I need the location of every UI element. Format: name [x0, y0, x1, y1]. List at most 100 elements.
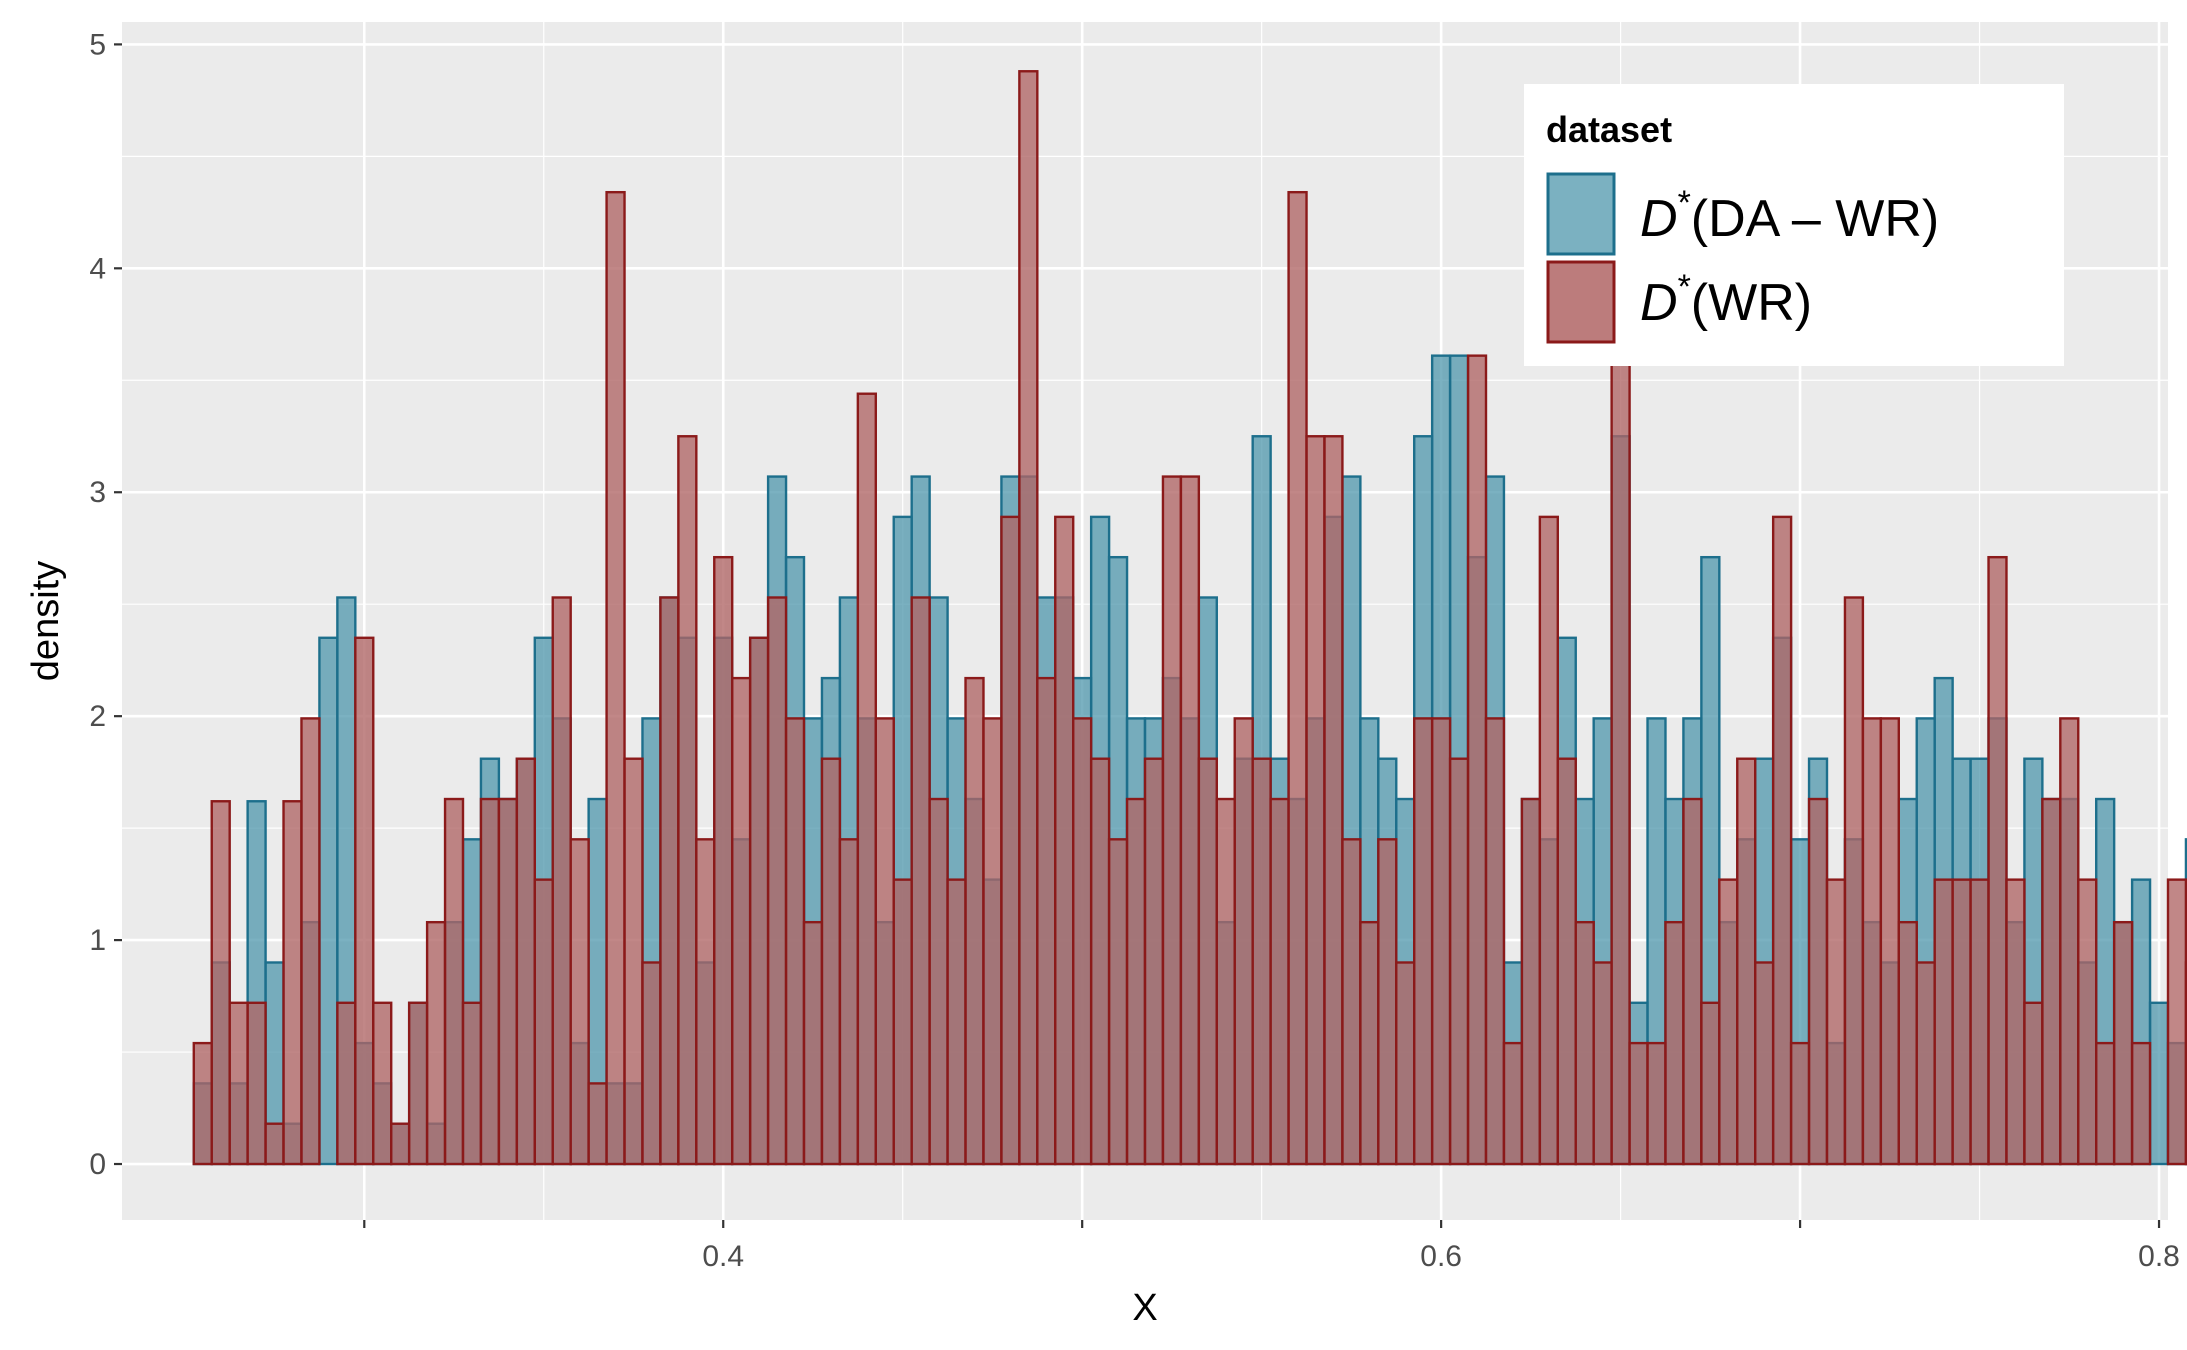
- histogram-bar: [533, 878, 554, 1166]
- histogram-bar: [1628, 1041, 1649, 1166]
- histogram-bar: [892, 878, 913, 1166]
- histogram-bar: [264, 1122, 285, 1166]
- histogram-bar: [282, 800, 303, 1166]
- histogram-bar: [1646, 1041, 1667, 1166]
- histogram-bar: [1395, 961, 1416, 1166]
- histogram-bar: [246, 1001, 267, 1166]
- histogram-bar: [2059, 717, 2080, 1166]
- y-tick-label: 4: [89, 252, 106, 285]
- histogram-bar: [1269, 797, 1290, 1166]
- histogram-bar: [1484, 717, 1506, 1166]
- histogram-bar: [1341, 838, 1362, 1166]
- histogram-bar: [1879, 717, 1900, 1166]
- histogram-bar: [228, 1001, 249, 1166]
- histogram-bar: [1843, 596, 1865, 1166]
- histogram-bar: [1179, 475, 1201, 1166]
- x-tick-label: 0.8: [2138, 1240, 2180, 1273]
- histogram-bar: [1072, 717, 1093, 1166]
- histogram-bar: [1251, 757, 1272, 1166]
- histogram-bar: [1969, 878, 1990, 1166]
- histogram-bar: [1915, 961, 1936, 1166]
- y-tick-label: 3: [89, 476, 106, 509]
- histogram-bar: [1448, 757, 1470, 1166]
- histogram-bar: [443, 797, 465, 1166]
- histogram-bar: [766, 596, 788, 1166]
- histogram-bar: [1054, 515, 1075, 1166]
- histogram-bar: [1592, 961, 1613, 1166]
- y-tick-label: 5: [89, 28, 106, 61]
- histogram-bar: [2184, 961, 2187, 1166]
- histogram-bar: [874, 717, 895, 1166]
- histogram-bar: [1771, 515, 1793, 1166]
- histogram-bar: [1574, 920, 1595, 1166]
- histogram-bar: [1036, 676, 1057, 1166]
- histogram-bar: [1987, 555, 2008, 1166]
- histogram-bar: [1538, 515, 1559, 1166]
- x-tick-label: 0.6: [1420, 1240, 1462, 1273]
- histogram-bar: [1520, 797, 1542, 1166]
- histogram-bar: [300, 717, 321, 1166]
- y-axis: 0 1 2 3 4 5: [89, 28, 122, 1181]
- histogram-bar: [1305, 435, 1326, 1166]
- histogram-bar: [407, 1001, 429, 1166]
- y-tick-label: 0: [89, 1148, 106, 1181]
- series-wr-bars: [192, 70, 2187, 1166]
- legend-label-da-wr: D*(DA – WR): [1640, 184, 1939, 248]
- histogram-bar: [1610, 354, 1631, 1166]
- legend-key-wr: [1546, 260, 1616, 344]
- histogram-bar: [1215, 797, 1236, 1166]
- histogram-bar: [1466, 354, 1488, 1166]
- histogram-bar: [551, 596, 572, 1166]
- histogram-bar: [1951, 878, 1972, 1166]
- histogram-bar: [2112, 920, 2134, 1166]
- x-tick-label: 0.4: [702, 1240, 744, 1273]
- histogram-bar: [641, 961, 662, 1166]
- histogram-bar: [784, 717, 806, 1166]
- histogram-bar: [1807, 797, 1829, 1166]
- histogram-bar: [677, 435, 698, 1166]
- histogram-bar: [2041, 797, 2062, 1166]
- histogram-bar: [1861, 717, 1883, 1166]
- histogram-bar: [1125, 797, 1147, 1166]
- histogram-bar: [731, 676, 752, 1166]
- histogram-bar: [802, 920, 824, 1166]
- y-axis-title: density: [25, 561, 67, 681]
- histogram-bar: [318, 636, 339, 1166]
- histogram-bar: [838, 838, 860, 1166]
- histogram-bar: [336, 1001, 357, 1166]
- histogram-bar: [2005, 878, 2026, 1166]
- y-tick-label: 1: [89, 924, 106, 957]
- histogram-bar: [1000, 515, 1021, 1166]
- histogram-bar: [659, 596, 680, 1166]
- histogram-bar: [210, 800, 231, 1166]
- histogram-bar: [1377, 838, 1398, 1166]
- histogram-bar: [1825, 878, 1847, 1166]
- x-axis: 0.4 0.6 0.8: [363, 1220, 2180, 1273]
- x-axis-title: X: [1132, 1287, 1157, 1329]
- histogram-bar: [928, 797, 949, 1166]
- histogram-bar: [964, 676, 985, 1166]
- histogram-bar: [1287, 190, 1308, 1166]
- legend-label-wr: D*(WR): [1640, 268, 1812, 332]
- histogram-bar: [2148, 1001, 2170, 1166]
- histogram-bar: [910, 596, 931, 1166]
- histogram-bar: [982, 717, 1003, 1166]
- histogram-bar: [1430, 717, 1452, 1166]
- histogram-bar: [1018, 70, 1039, 1166]
- histogram-bar: [515, 757, 536, 1166]
- histogram-bar: [479, 797, 501, 1166]
- histogram-bar: [1323, 435, 1344, 1166]
- histogram-bar: [425, 920, 447, 1166]
- histogram-bar: [1897, 920, 1918, 1166]
- histogram-bar: [1754, 961, 1775, 1166]
- histogram-bar: [2077, 878, 2098, 1166]
- histogram-bar: [1233, 717, 1254, 1166]
- histogram-bar: [695, 838, 716, 1166]
- histogram-bar: [946, 878, 967, 1166]
- histogram-bar: [2023, 1001, 2044, 1166]
- histogram-bar: [1718, 878, 1739, 1166]
- histogram-bar: [1556, 757, 1577, 1166]
- histogram-bar: [1089, 757, 1111, 1166]
- histogram-bar: [1682, 797, 1703, 1166]
